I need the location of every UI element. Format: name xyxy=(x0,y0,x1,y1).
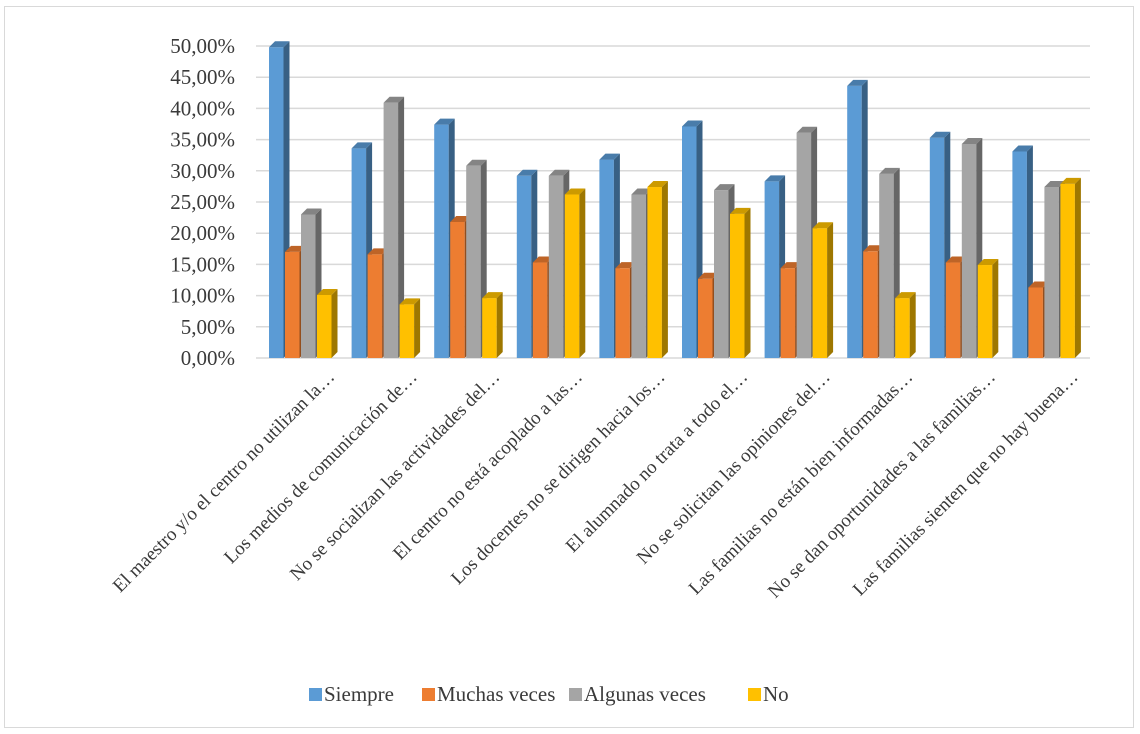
y-tick-label: 20,00% xyxy=(170,221,235,245)
legend-item: Muchas veces xyxy=(422,682,555,706)
y-tick-label: 25,00% xyxy=(170,190,235,214)
legend-label: Siempre xyxy=(324,682,394,706)
y-tick-label: 0,00% xyxy=(181,346,235,370)
legend-label: No xyxy=(763,682,789,706)
bar-no xyxy=(399,298,421,358)
legend-item: No xyxy=(748,682,789,706)
legend-item: Siempre xyxy=(309,682,394,706)
bar-no xyxy=(812,222,834,358)
legend-label: Algunas veces xyxy=(584,682,706,706)
bar-no xyxy=(317,288,338,358)
y-tick-label: 15,00% xyxy=(170,252,235,276)
x-axis-category-labels: El maestro y/o el centro no utilizan la…… xyxy=(109,367,1083,603)
bar-algunas-veces xyxy=(383,96,405,358)
bar-no xyxy=(647,181,668,358)
y-axis-tick-labels: 0,00% 5,00% 10,00% 15,00% 20,00% 25,00% 30,00%… xyxy=(170,34,235,370)
y-tick-label: 5,00% xyxy=(181,315,235,339)
y-tick-label: 40,00% xyxy=(170,96,235,120)
y-tick-label: 50,00% xyxy=(170,34,235,58)
bar-no xyxy=(564,188,586,358)
bars-layer xyxy=(269,41,1081,359)
legend-swatch xyxy=(422,688,435,701)
legend-swatch xyxy=(309,688,322,701)
legend-item: Algunas veces xyxy=(569,682,706,706)
bar-no xyxy=(730,207,751,358)
bar-no xyxy=(977,259,999,358)
y-tick-label: 35,00% xyxy=(170,128,235,152)
bar-no xyxy=(482,292,503,358)
y-tick-label: 30,00% xyxy=(170,159,235,183)
y-tick-label: 10,00% xyxy=(170,284,235,308)
chart-frame xyxy=(4,6,1134,728)
legend-label: Muchas veces xyxy=(437,682,555,706)
y-tick-label: 45,00% xyxy=(170,65,235,89)
bar-no xyxy=(895,292,916,358)
legend: Siempre Muchas veces Algunas veces No xyxy=(309,682,789,706)
bar-no xyxy=(1060,177,1081,358)
legend-swatch xyxy=(748,688,761,701)
legend-swatch xyxy=(569,688,582,701)
